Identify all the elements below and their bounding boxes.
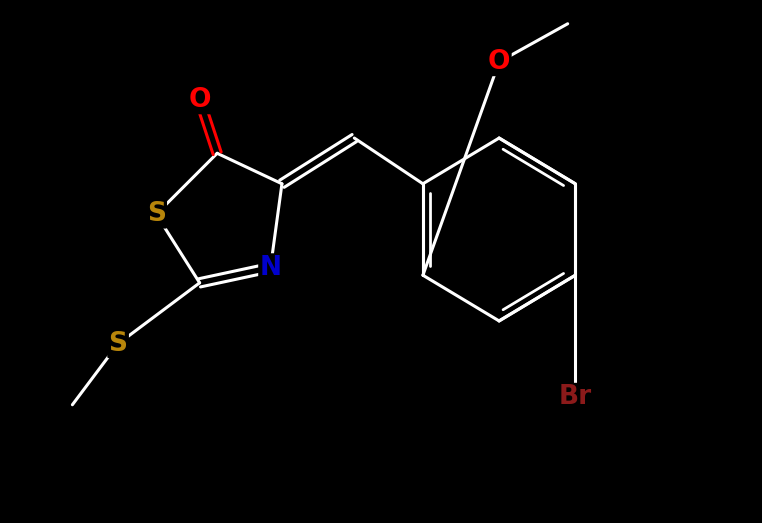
Text: Br: Br [559, 384, 592, 410]
Text: S: S [147, 201, 165, 228]
Text: S: S [109, 331, 127, 357]
Text: N: N [260, 255, 281, 281]
Text: O: O [188, 87, 211, 113]
Text: O: O [488, 49, 511, 75]
